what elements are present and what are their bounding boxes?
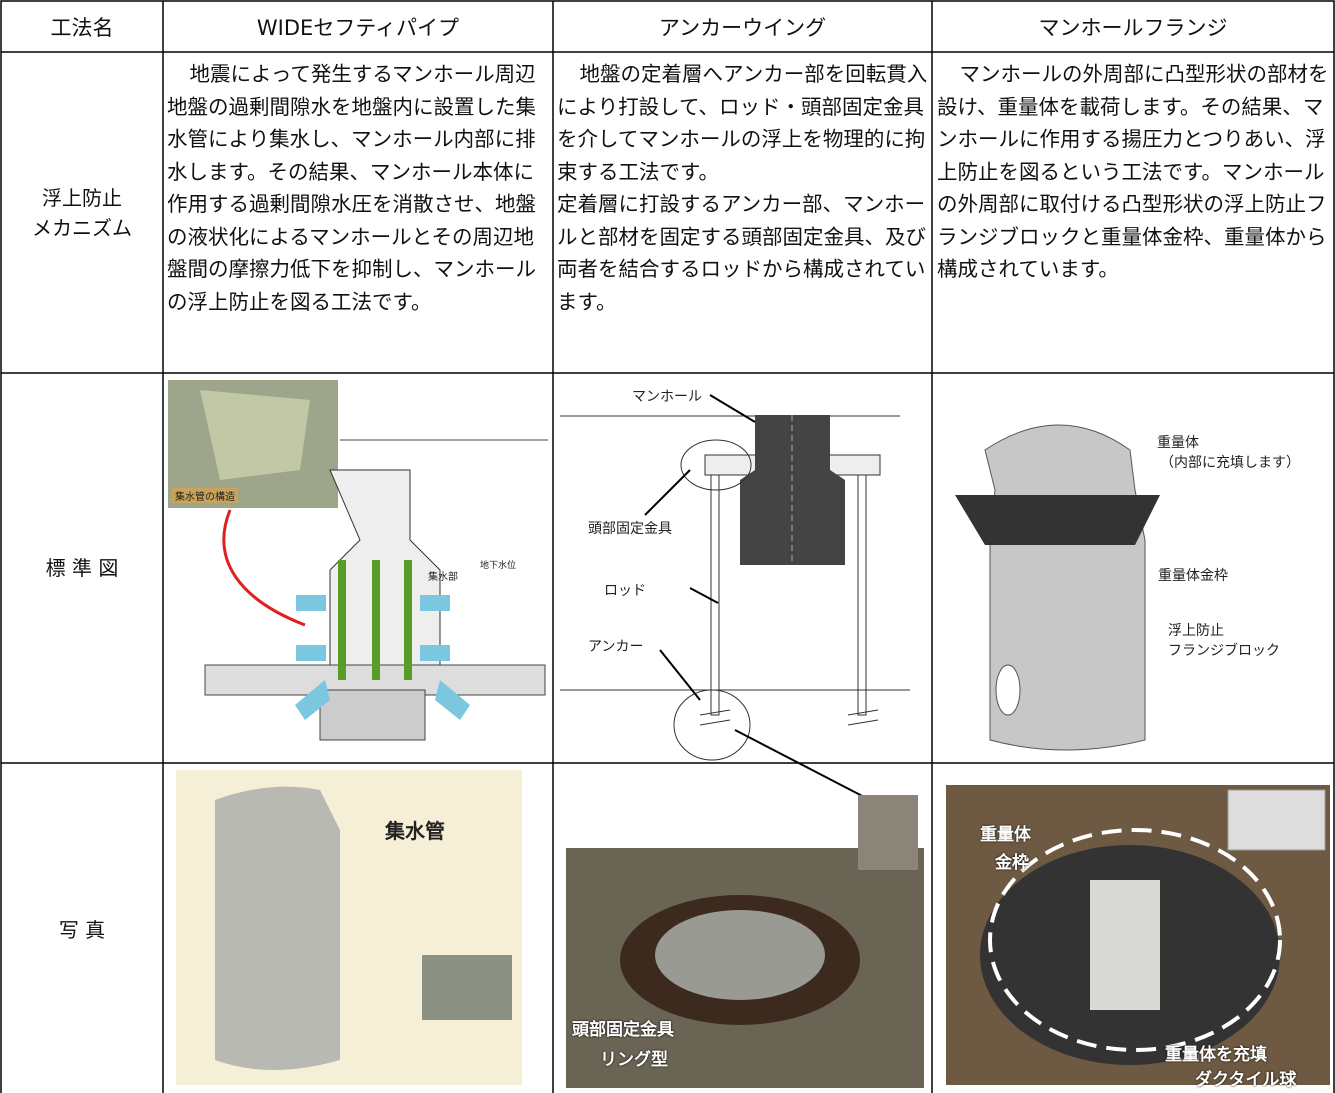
mechanism-text: 地震によって発生するマンホール周辺地盤の過剰間隙水を地盤内に設置した集水管により… [167,58,549,318]
diagram-flange [955,424,1160,751]
diagram-anchor [560,394,910,801]
paragraph: マンホールの外周部に凸型形状の部材を設け、重量体を載荷します。その結果、マンホー… [937,62,1329,281]
photo-label: リング型 [600,1050,668,1070]
figure-label: マンホール [632,389,702,405]
photo-label: 集水管 [385,819,445,843]
photo-label: 金枠 [995,853,1029,873]
figure-label: 集水部 [428,572,458,583]
figure-label: 地下水位 [480,561,517,571]
figure-label: 浮上防止 [1168,623,1224,639]
figure-label: 頭部固定金具 [588,521,672,537]
row-label: 浮上防止 メカニズム [32,186,132,240]
mechanism-text: 地盤の定着層へアンカー部を回転貫入により打設して、ロッド・頭部固定金具を介してマ… [557,58,929,318]
paragraph: 地震によって発生するマンホール周辺地盤の過剰間隙水を地盤内に設置した集水管により… [167,62,536,314]
figure-label: アンカー [588,639,644,655]
photo-label: 頭部固定金具 [572,1020,674,1040]
header-cell: アンカーウイング [658,16,827,40]
figure-label: （内部に充填します） [1160,455,1300,471]
row-label: 写 真 [58,918,106,942]
figure-label: ロッド [604,583,646,599]
header-cell: WIDEセフティパイプ [256,16,460,40]
row-label: 標 準 図 [45,556,119,580]
photos [176,770,1330,1088]
photo-label: 重量体 [980,825,1031,845]
photo-label: 重量体を充填 [1165,1045,1267,1065]
figure-label: 重量体金枠 [1158,568,1228,584]
paragraph: 定着層に打設するアンカー部、マンホールと部材を固定する頭部固定金具、及び両者を結… [557,192,926,314]
figure-label: 重量体 [1157,435,1199,451]
header-cell: マンホールフランジ [1038,16,1228,40]
header-cell: 工法名 [50,16,114,40]
figure-label: フランジブロック [1168,643,1280,659]
diagram-wide [168,380,548,741]
paragraph: 地盤の定着層へアンカー部を回転貫入により打設して、ロッド・頭部固定金具を介してマ… [557,62,928,184]
figure-label: 集水管の構造 [172,488,238,503]
mechanism-text: マンホールの外周部に凸型形状の部材を設け、重量体を載荷します。その結果、マンホー… [937,58,1331,286]
photo-label: ダクタイル球 [1195,1070,1297,1090]
